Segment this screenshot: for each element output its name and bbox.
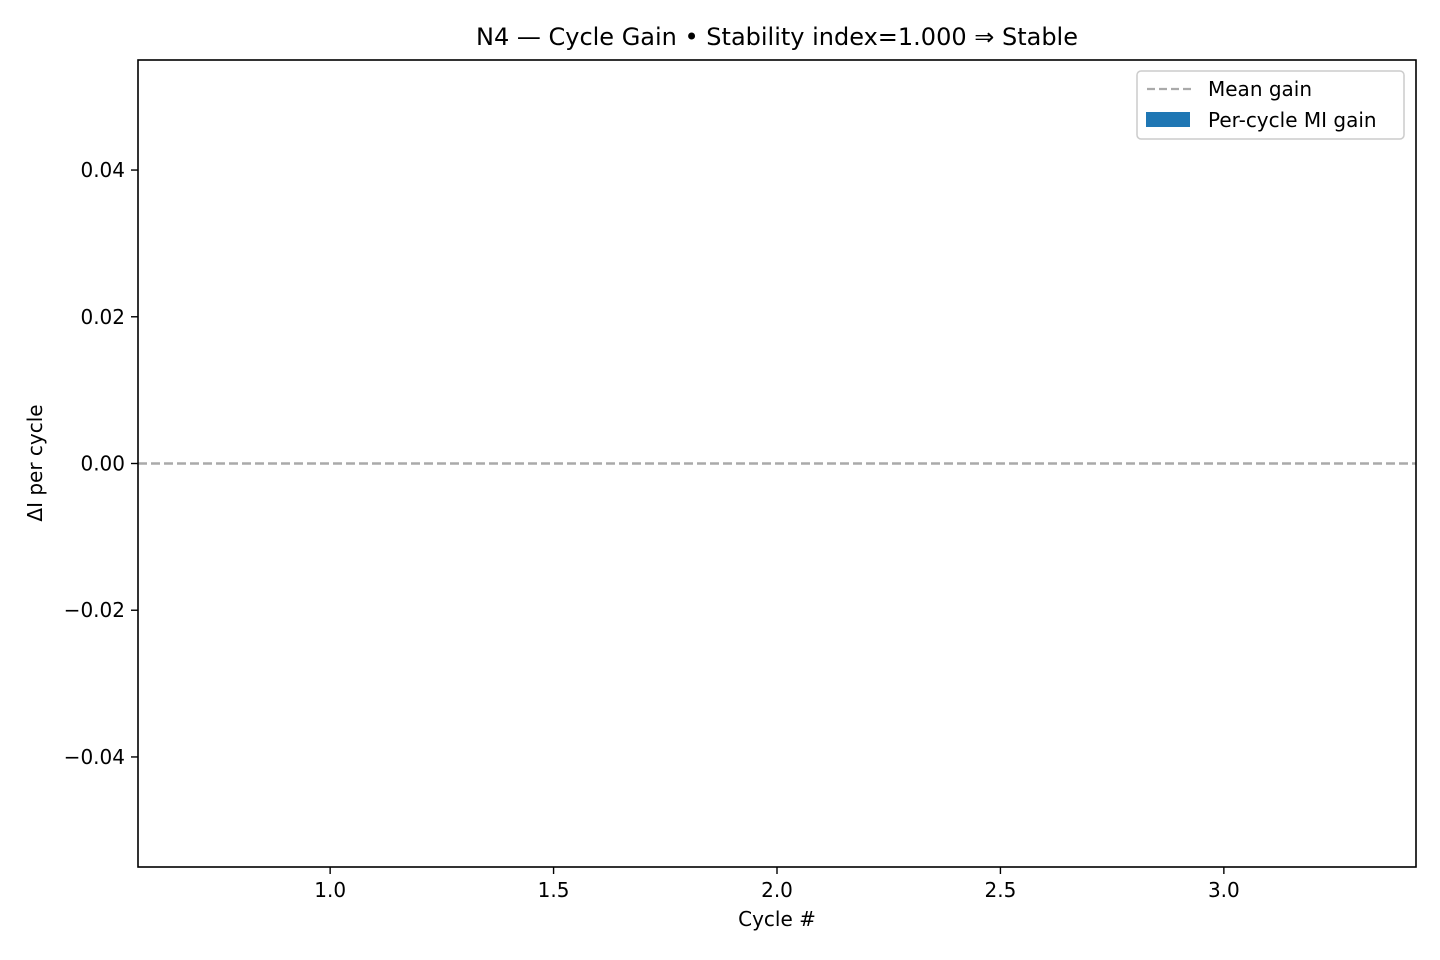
y-axis-ticks: −0.04 −0.02 0.00 0.02 0.04 xyxy=(64,158,138,769)
y-tick-label: 0.04 xyxy=(80,158,125,182)
x-tick-label: 3.0 xyxy=(1208,878,1240,902)
y-tick-label: 0.02 xyxy=(80,305,125,329)
legend: Mean gain Per-cycle MI gain xyxy=(1136,70,1405,140)
legend-per-cycle-mi-gain-label: Per-cycle MI gain xyxy=(1208,108,1377,132)
x-axis-label: Cycle # xyxy=(738,907,816,931)
x-axis-ticks: 1.0 1.5 2.0 2.5 3.0 xyxy=(314,867,1240,902)
y-axis-label: ΔI per cycle xyxy=(23,404,47,521)
legend-per-cycle-mi-gain-swatch xyxy=(1146,112,1190,127)
x-tick-label: 2.5 xyxy=(985,878,1017,902)
chart-title: N4 — Cycle Gain • Stability index=1.000 … xyxy=(476,23,1078,51)
y-tick-label: 0.00 xyxy=(80,452,125,476)
y-tick-label: −0.02 xyxy=(64,598,125,622)
x-tick-label: 1.0 xyxy=(314,878,346,902)
x-tick-label: 1.5 xyxy=(538,878,570,902)
x-tick-label: 2.0 xyxy=(761,878,793,902)
legend-box xyxy=(1136,70,1405,140)
y-tick-label: −0.04 xyxy=(64,745,125,769)
legend-mean-gain-label: Mean gain xyxy=(1208,77,1312,101)
